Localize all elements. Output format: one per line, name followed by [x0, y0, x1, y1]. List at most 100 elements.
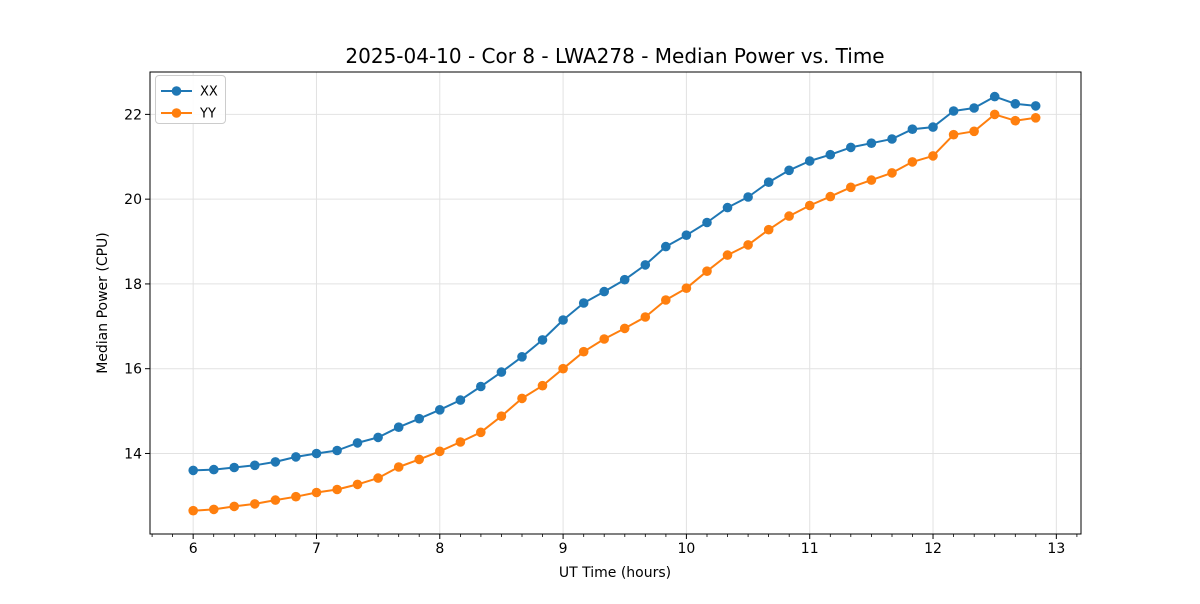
series-xx-marker	[681, 230, 692, 240]
legend-marker-sample	[171, 86, 182, 96]
series-yy-marker	[928, 151, 938, 161]
series-xx-marker	[270, 457, 281, 467]
series-xx-marker	[537, 335, 548, 345]
series-yy-marker	[907, 157, 918, 167]
series-yy-marker	[414, 454, 425, 465]
series-xx-marker	[989, 91, 1000, 102]
series-yy-marker	[969, 126, 979, 137]
series-yy-marker	[393, 462, 404, 472]
legend-label: YY	[199, 107, 216, 122]
series-xx-marker	[496, 367, 507, 377]
series-xx-marker	[743, 192, 753, 202]
series-xx-marker	[599, 286, 609, 297]
series-yy-marker	[229, 501, 239, 512]
data-series	[188, 91, 1041, 516]
series-xx-marker	[948, 106, 959, 116]
series-xx-marker	[619, 274, 630, 285]
x-tick-label: 13	[1047, 541, 1065, 557]
series-yy-marker	[270, 495, 281, 505]
series-xx-marker	[393, 422, 404, 433]
grid-lines	[150, 72, 1081, 534]
series-xx-marker	[702, 217, 712, 228]
series-yy-marker	[1010, 115, 1021, 126]
y-tick-label: 16	[124, 362, 142, 378]
axis-ticks	[145, 113, 1078, 539]
y-axis-label: Median Power (CPU)	[95, 232, 111, 374]
series-xx-marker	[373, 432, 383, 443]
series-yy-marker	[311, 487, 322, 498]
series-yy-marker	[661, 295, 671, 305]
y-tick-label: 18	[124, 277, 142, 293]
series-yy-marker	[784, 211, 794, 221]
series-yy-marker	[250, 499, 260, 509]
series-xx-marker	[784, 165, 794, 176]
series-xx-marker	[517, 352, 527, 362]
x-tick-label: 8	[435, 541, 444, 557]
series-yy-marker	[825, 191, 836, 202]
legend-marker-sample	[171, 108, 182, 118]
x-tick-label: 12	[924, 541, 942, 557]
x-axis-label: UT Time (hours)	[559, 565, 671, 581]
x-tick-label: 7	[312, 541, 321, 557]
series-yy-marker	[989, 109, 1000, 120]
x-tick-label: 11	[801, 541, 819, 557]
series-yy-marker	[702, 266, 712, 277]
series-xx-marker	[311, 448, 322, 459]
series-yy-marker	[517, 393, 527, 404]
series-yy-marker	[599, 334, 609, 344]
series-xx-marker	[476, 381, 486, 392]
y-tick-label: 22	[124, 107, 142, 123]
series-yy-marker	[291, 491, 301, 502]
series-yy-marker	[887, 168, 897, 178]
series-yy-marker	[640, 312, 651, 322]
series-yy-marker	[558, 363, 568, 374]
y-tick-label: 20	[124, 192, 142, 208]
plot-border	[149, 71, 1082, 535]
series-xx-marker	[928, 122, 938, 132]
series-xx-marker	[291, 452, 301, 462]
series-yy-marker	[681, 283, 692, 294]
series-yy-marker	[763, 224, 774, 235]
series-yy-marker	[846, 182, 856, 193]
series-xx-marker	[866, 138, 877, 148]
series-xx-marker	[887, 134, 897, 144]
series-yy-marker	[537, 380, 548, 391]
series-xx-marker	[435, 405, 445, 415]
series-xx-marker	[907, 124, 918, 134]
series-xx-marker	[1030, 101, 1041, 111]
series-xx-marker	[640, 260, 651, 270]
series-xx-marker	[414, 413, 425, 424]
series-xx-marker	[825, 149, 836, 160]
y-tick-label: 14	[124, 446, 142, 462]
series-yy-marker	[209, 504, 219, 515]
legend: XX YY	[155, 75, 226, 124]
series-yy-marker	[578, 346, 589, 357]
series-yy-marker	[373, 473, 383, 483]
series-xx-marker	[229, 462, 239, 473]
series-yy-marker	[948, 129, 959, 140]
series-yy-marker	[1030, 113, 1041, 123]
tick-labels: 6 7 8 9 10 11 12 13 14 16 18 20 22	[124, 107, 1065, 557]
series-xx-marker	[1010, 99, 1021, 109]
series-xx-marker	[250, 460, 260, 471]
chart-title: 2025-04-10 - Cor 8 - LWA278 - Median Pow…	[345, 44, 884, 68]
series-xx-marker	[558, 315, 568, 325]
series-xx-marker	[969, 103, 979, 113]
series-yy-marker	[804, 200, 815, 211]
series-yy-marker	[619, 323, 630, 334]
series-xx-marker	[455, 395, 466, 405]
series-xx-marker	[763, 177, 774, 187]
series-xx-marker	[661, 241, 671, 252]
x-tick-label: 6	[189, 541, 198, 557]
series-xx-marker	[578, 298, 589, 308]
series-yy-marker	[332, 484, 342, 495]
series-xx-marker	[188, 465, 198, 476]
series-xx-marker	[209, 464, 219, 475]
series-yy-marker	[476, 427, 486, 438]
series-yy-marker	[743, 240, 753, 250]
series-yy-marker	[722, 250, 733, 260]
series-yy-marker	[188, 505, 198, 516]
series-xx-marker	[722, 202, 733, 213]
